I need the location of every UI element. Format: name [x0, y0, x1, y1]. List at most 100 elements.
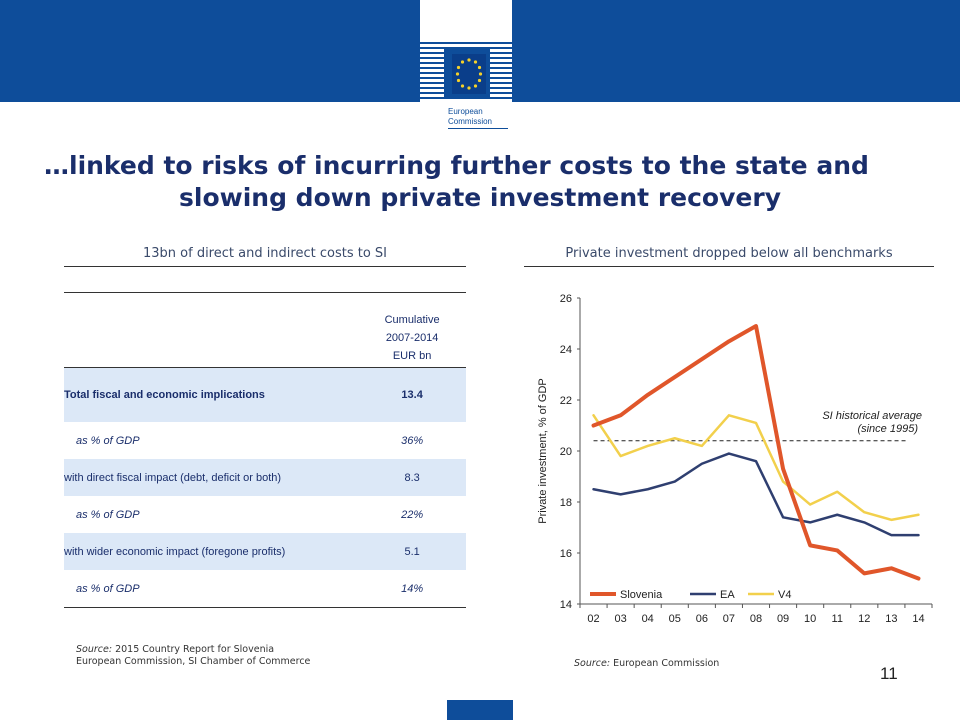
logo-text-line2: Commission [448, 117, 492, 126]
row-value: 8.3 [358, 459, 466, 496]
data-point-slovenia [619, 414, 622, 417]
data-point-ea [701, 462, 703, 465]
logo-text-line1: European [448, 107, 483, 116]
data-point-v4 [809, 503, 811, 506]
data-point-slovenia [728, 340, 730, 343]
table-row: as % of GDP 36% [64, 422, 466, 459]
right-source-text: European Commission [613, 658, 720, 669]
right-source-label: Source: [574, 658, 611, 669]
data-point-v4 [755, 422, 757, 424]
row-label: as % of GDP [64, 570, 359, 608]
data-point-v4 [673, 437, 676, 440]
european-commission-logo: European Commission [420, 0, 512, 132]
column-header: Cumulative 2007-2014 EUR bn [358, 292, 466, 368]
data-point-slovenia [809, 544, 811, 547]
data-point-v4 [646, 445, 649, 447]
data-point-slovenia [755, 325, 757, 327]
data-point-v4 [701, 445, 703, 447]
data-point-slovenia [673, 376, 676, 378]
row-value: 14% [358, 570, 466, 608]
investment-line-chart: 14 16 18 20 22 24 26 02 03 04 05 06 07 08 09 10 11 12 13 14… [537, 293, 933, 625]
data-point-ea [728, 452, 730, 455]
data-point-ea [863, 521, 866, 524]
data-point-slovenia [890, 567, 893, 570]
x-tick-label: 05 [669, 613, 681, 625]
x-tick-label: 06 [696, 613, 708, 625]
table-row: as % of GDP 14% [64, 570, 466, 608]
right-source: Source: European Commission [574, 658, 719, 669]
data-point-v4 [619, 455, 622, 457]
table-row: with wider economic impact (foregone pro… [64, 533, 466, 570]
series-line-slovenia [591, 324, 921, 581]
data-point-ea [917, 534, 920, 536]
historical-average-label-1: SI historical average [822, 410, 922, 422]
data-point-slovenia [646, 394, 649, 396]
table-row: Total fiscal and economic implications 1… [64, 367, 466, 422]
slide-title: …linked to risks of incurring further co… [40, 150, 920, 214]
legend-label-ea: EA [720, 589, 735, 601]
row-label: Total fiscal and economic implications [64, 367, 359, 422]
y-axis-label: Private investment, % of GDP [537, 378, 549, 524]
data-point-v4 [917, 513, 920, 516]
column-header-line-1: Cumulative [384, 314, 440, 326]
data-point-v4 [728, 414, 730, 417]
data-point-ea [646, 488, 649, 491]
column-header-line-3: EUR bn [392, 350, 432, 362]
left-source-line-1: 2015 Country Report for Slovenia [115, 644, 275, 655]
title-line-1: …linked to risks of incurring further co… [44, 151, 869, 180]
historical-average-label-2: (since 1995) [857, 423, 918, 435]
page-number: 11 [880, 664, 898, 683]
row-label: as % of GDP [76, 508, 140, 521]
series-line-ea [592, 452, 920, 537]
legend-label-v4: V4 [778, 589, 791, 601]
row-value: 22% [401, 508, 424, 521]
row-value: 13.4 [358, 367, 466, 422]
table-header-row: Cumulative 2007-2014 EUR bn [64, 292, 466, 368]
y-tick-label: 26 [560, 293, 572, 305]
data-point-v4 [863, 511, 866, 513]
data-point-v4 [782, 480, 784, 483]
data-point-ea [836, 513, 839, 516]
x-tick-label: 04 [642, 613, 654, 625]
x-tick-label: 13 [885, 613, 897, 625]
x-tick-label: 07 [723, 613, 735, 625]
x-tick-label: 09 [777, 613, 789, 625]
data-point-slovenia [701, 358, 703, 360]
data-point-slovenia [917, 577, 920, 580]
x-tick-label: 12 [858, 613, 870, 625]
x-tick-label: 03 [614, 613, 626, 625]
y-tick-label: 20 [560, 446, 572, 458]
data-point-slovenia [836, 549, 839, 552]
column-header-line-2: 2007-2014 [385, 332, 439, 344]
footer-bar [447, 700, 513, 720]
row-label: with direct fiscal impact (debt, deficit… [64, 459, 359, 496]
y-tick-label: 22 [560, 395, 572, 407]
y-tick-label: 24 [560, 344, 572, 356]
data-point-slovenia [592, 424, 595, 427]
data-point-slovenia [863, 572, 866, 575]
title-line-2: slowing down private investment recovery [179, 183, 781, 212]
x-tick-label: 08 [750, 613, 762, 625]
row-value: 36% [401, 434, 424, 447]
row-label: as % of GDP [76, 434, 140, 447]
x-tick-label: 11 [832, 613, 843, 625]
data-point-v4 [836, 491, 839, 493]
left-source: Source: 2015 Country Report for Slovenia… [76, 644, 310, 668]
y-tick-label: 16 [560, 548, 572, 560]
data-point-v4 [592, 414, 595, 417]
data-point-ea [592, 488, 595, 491]
cost-table: Cumulative 2007-2014 EUR bn Total fiscal… [64, 292, 466, 608]
left-source-line-2: European Commission, SI Chamber of Comme… [76, 656, 311, 667]
data-point-ea [809, 521, 811, 524]
data-point-ea [755, 460, 757, 462]
data-point-ea [619, 493, 622, 496]
right-panel-heading: Private investment dropped below all ben… [524, 246, 934, 267]
left-source-label: Source: [76, 644, 113, 655]
y-tick-label: 18 [560, 497, 572, 509]
data-point-ea [890, 534, 893, 536]
left-panel-heading: 13bn of direct and indirect costs to SI [64, 246, 466, 267]
y-tick-label: 14 [560, 599, 572, 611]
table-row: as % of GDP 22% [64, 496, 466, 533]
data-point-slovenia [782, 468, 784, 470]
row-value: 5.1 [358, 533, 466, 570]
